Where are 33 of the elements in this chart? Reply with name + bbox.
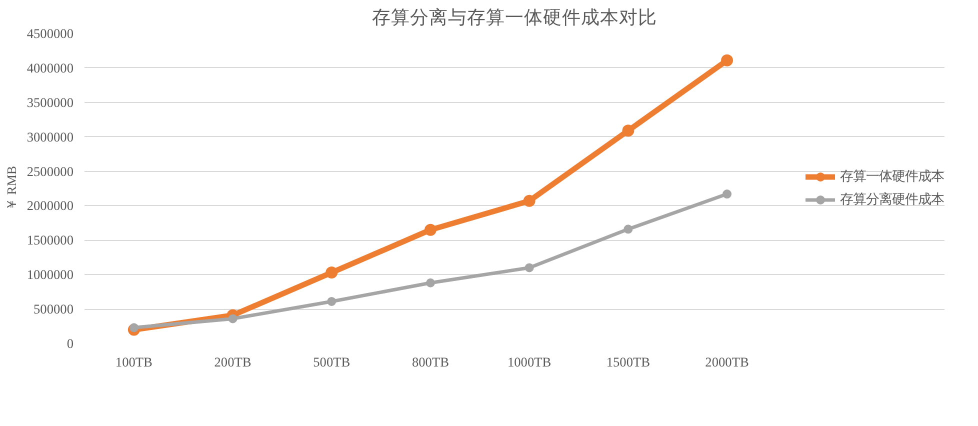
point [426,278,435,288]
y-tick-label: 500000 [34,302,74,317]
y-tick-label: 2000000 [26,198,74,214]
y-axis-title: ￥ RMB [4,166,19,212]
x-tick-label: 100TB [115,354,153,370]
x-tick-label: 2000TB [705,354,749,370]
x-tick-label: 200TB [214,354,252,370]
legend-label: 存算一体硬件成本 [840,168,944,186]
point [721,54,734,66]
point [326,266,338,279]
point [622,124,634,137]
point [523,194,536,207]
x-tick-label: 1500TB [606,354,650,370]
x-tick-label: 500TB [313,354,350,370]
point [129,323,138,332]
y-tick-label: 1000000 [26,267,74,282]
point [524,263,534,272]
legend-label: 存算分离硬件成本 [840,190,944,208]
y-tick-label: 0 [66,336,74,351]
x-tick-label: 800TB [412,354,450,370]
y-tick-label: 1500000 [26,232,74,248]
chart-title: 存算分离与存算一体硬件成本对比 [372,6,657,28]
x-tick-label: 1000TB [507,354,552,370]
y-tick-label: 3000000 [26,129,74,144]
point [722,190,732,199]
y-tick-label: 3500000 [26,94,74,110]
y-tick-label: 2500000 [26,164,74,179]
point [624,224,633,234]
point [327,296,336,306]
y-tick-label: 4000000 [26,60,74,76]
point [228,314,238,324]
y-tick-label: 4500000 [26,26,74,41]
point [424,224,436,236]
